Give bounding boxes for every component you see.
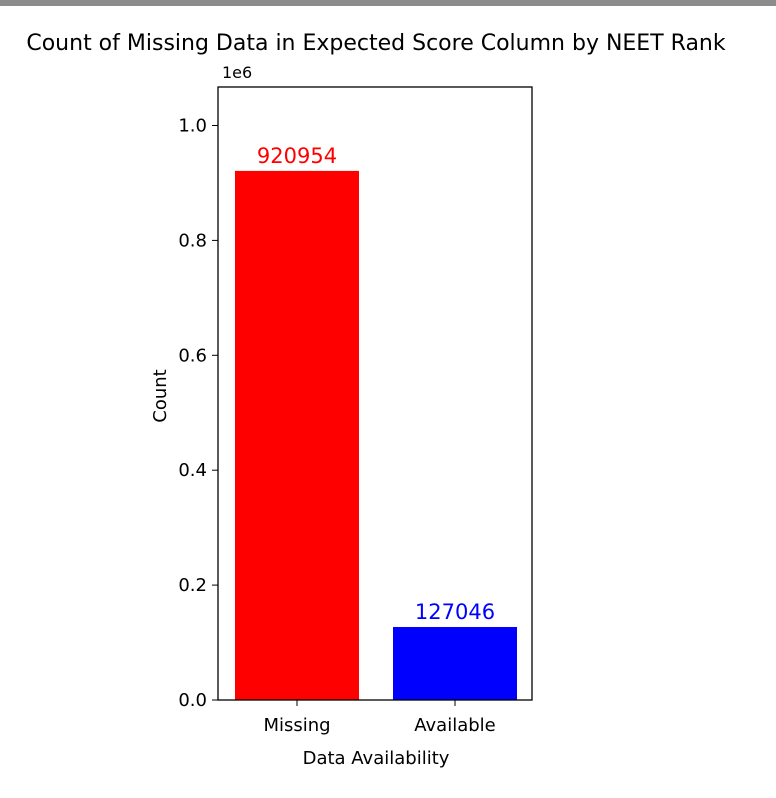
plot-area: 920954 Missing 127046 Available 0.0 0.2 0.4 0.6… [178,86,533,736]
y-tick-label: 0.2 [178,575,207,596]
bar-value-label: 127046 [415,600,495,624]
y-tick-label: 0.4 [178,460,207,481]
x-tick-label: Missing [263,715,330,736]
bar-value-label: 920954 [257,144,337,168]
x-axis-label: Data Availability [303,748,450,769]
chart-title: Count of Missing Data in Expected Score … [26,31,726,56]
bar-missing [235,170,359,700]
y-tick-label: 0.6 [178,345,207,366]
window-top-bar [0,0,776,6]
y-axis-label: Count [150,369,171,422]
axes-frame [217,86,533,701]
y-tick-label: 0.8 [178,230,207,251]
y-tick-label: 1.0 [178,115,207,136]
y-tick-label: 0.0 [178,690,207,711]
y-axis-offset-label: 1e6 [222,63,252,82]
x-tick-label: Available [414,715,495,736]
bar-available [393,627,517,700]
